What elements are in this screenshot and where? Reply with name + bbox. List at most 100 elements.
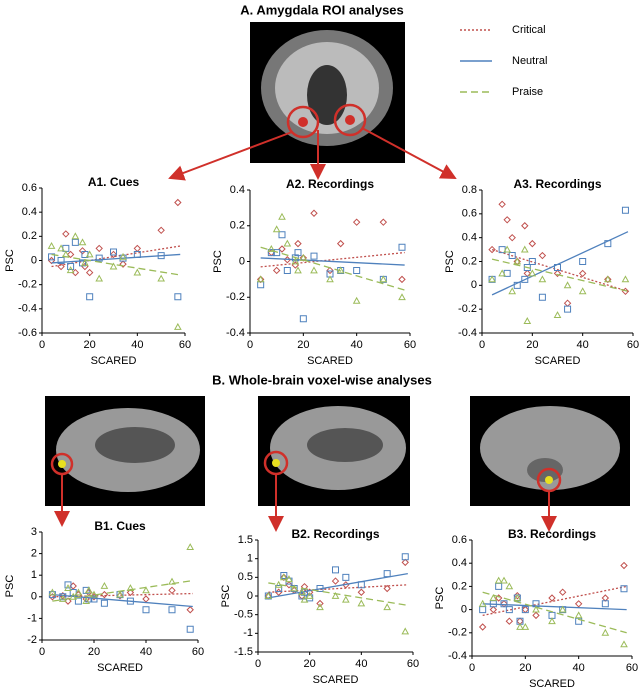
y-axis-label: PSC (4, 575, 16, 598)
data-point (174, 293, 182, 301)
data-point (336, 239, 345, 248)
data-point (81, 250, 89, 258)
data-point (488, 245, 496, 254)
x-axis-label: SCARED (313, 674, 359, 686)
data-point (478, 623, 487, 631)
trend-line (482, 603, 627, 611)
data-point (563, 299, 572, 307)
data-point (538, 251, 547, 260)
data-point (357, 599, 366, 607)
data-point (564, 305, 572, 313)
data-point (290, 585, 298, 593)
data-point (186, 606, 194, 614)
data-point (513, 593, 522, 601)
y-tick-label: 0.6 (462, 208, 477, 220)
data-point (283, 239, 292, 247)
x-axis-label: SCARED (97, 662, 143, 674)
data-point (71, 238, 79, 246)
x-tick-label: 0 (479, 339, 485, 351)
data-point (48, 253, 56, 261)
data-point (620, 585, 628, 593)
y-tick-label: -0.2 (18, 279, 37, 291)
data-point (157, 274, 166, 282)
data-point (285, 575, 293, 583)
data-point (126, 588, 135, 597)
data-point (398, 293, 406, 301)
data-point (513, 257, 522, 265)
data-point (126, 597, 134, 605)
data-point (100, 590, 109, 599)
y-tick-label: 0.2 (230, 220, 245, 232)
data-point (513, 594, 521, 602)
data-point (341, 595, 350, 603)
data-point (157, 226, 165, 234)
x-tick-label: 20 (304, 658, 316, 670)
data-point (495, 582, 503, 590)
data-point (82, 597, 91, 605)
data-point (553, 311, 562, 319)
data-point (109, 262, 118, 270)
data-point (538, 293, 546, 301)
data-point (100, 581, 109, 589)
data-point (78, 238, 87, 246)
y-tick-label: -0.4 (448, 650, 467, 662)
data-point (95, 254, 103, 262)
x-tick-label: 60 (179, 339, 191, 351)
trend-line (52, 593, 193, 608)
data-point (186, 625, 194, 633)
data-point (66, 266, 75, 274)
data-point (532, 611, 540, 620)
data-point (574, 600, 583, 608)
data-point (294, 266, 302, 274)
trend-line (268, 582, 408, 606)
x-tick-label: 0 (39, 339, 45, 351)
y-axis-label: PSC (444, 250, 456, 273)
y-tick-label: 1 (31, 569, 37, 581)
data-point (342, 573, 350, 581)
data-point (100, 599, 108, 607)
y-tick-label: 0 (461, 604, 467, 616)
section-heading: B. Whole-brain voxel-wise analyses (212, 372, 432, 387)
data-point (119, 260, 127, 268)
x-tick-label: 0 (247, 339, 253, 351)
data-point (620, 561, 628, 570)
data-point (174, 198, 182, 207)
x-tick-label: 60 (407, 658, 419, 670)
data-point (528, 258, 536, 265)
y-tick-label: 0.6 (22, 182, 37, 194)
chart-title: A3. Recordings (513, 177, 601, 191)
data-point (275, 585, 283, 593)
data-point (479, 606, 487, 614)
data-point (85, 268, 94, 277)
data-point (294, 239, 302, 248)
data-point (488, 275, 496, 283)
data-point (500, 600, 508, 608)
data-point (291, 257, 300, 265)
data-point (332, 566, 339, 574)
x-tick-label: 20 (526, 339, 538, 351)
chart: A3. Recordings -0.4 -0.2 0 0.2 0.4 0.6 0.8 0 20 40… (444, 177, 639, 367)
y-tick-label: 0.4 (22, 206, 37, 218)
data-point (116, 590, 124, 598)
data-point (326, 270, 334, 278)
data-point (503, 216, 511, 224)
data-point (528, 239, 537, 248)
data-point (109, 250, 118, 259)
data-point (521, 222, 529, 230)
data-point (528, 269, 537, 277)
data-point (299, 315, 307, 323)
x-tick-label: 60 (627, 339, 639, 351)
data-point (280, 573, 288, 582)
x-tick-label: 60 (626, 662, 638, 674)
data-point (508, 252, 516, 260)
legend-label: Critical (512, 24, 546, 36)
data-point (558, 605, 567, 613)
data-point (401, 558, 409, 567)
data-point (548, 594, 556, 602)
data-point (69, 588, 77, 596)
data-point (398, 275, 406, 284)
data-point (58, 594, 67, 602)
data-point (383, 570, 391, 578)
chart: A2. Recordings -0.4 -0.2 0 0.2 0.4 0 20 40 60 SCAR… (212, 177, 416, 367)
